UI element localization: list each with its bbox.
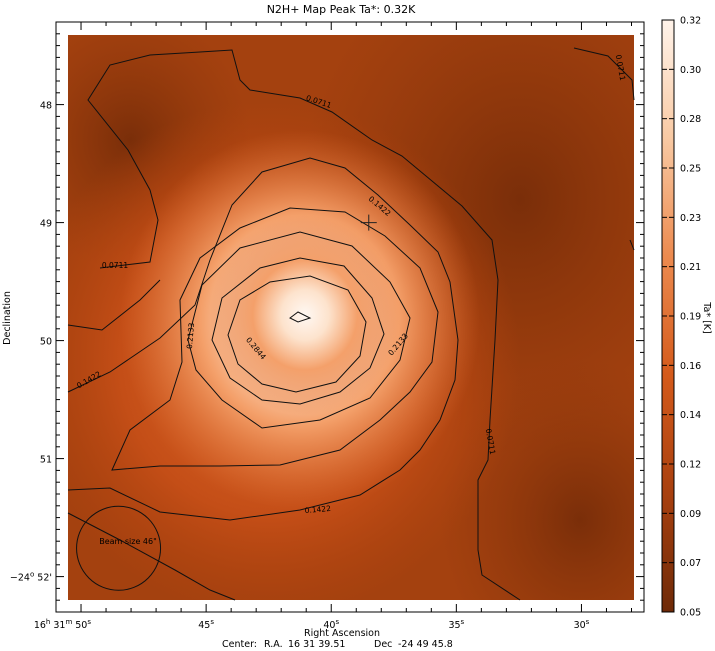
ra-seconds: 35 [448,620,460,631]
y-tick-label: 50 [40,337,52,348]
contour-0.0711-e [629,239,635,251]
contours [67,47,635,601]
x-tick-label: 45s [198,618,214,631]
ra-minutes-unit: m [65,618,72,626]
dec-arcmin: 52' [34,573,52,584]
y-axis-title: Declination [2,291,13,345]
contour-0.1422 [67,157,459,521]
center-marker [360,214,377,231]
x-axis-title: Right Ascension [304,628,380,639]
caption-dec-label: Dec [374,639,392,650]
colorbar-tick-label: 0.14 [680,410,701,421]
x-tick-label: 35s [448,618,464,631]
colorbar-tick-label: 0.09 [680,509,701,520]
contour-label: 0.0711 [102,261,128,270]
beam-label: Beam size 46" [99,537,157,546]
contour-label: 0.2133 [185,322,196,349]
ra-seconds: 50 [75,620,87,631]
colorbar-tick-label: 0.19 [680,312,701,323]
x-tick-label: 30s [574,618,590,631]
contour-0.0711-s [67,512,236,601]
colorbar-tick-label: 0.05 [680,608,701,619]
contour-ring-3 [187,231,411,429]
ra-seconds-unit: s [461,618,465,626]
contour-0.2133 [111,207,439,471]
ra-seconds: 40 [323,620,335,631]
x-axis: 16h 31m 50s 45s 40s 35s 30s [34,22,632,631]
contour-label: 0.1422 [304,504,331,515]
colorbar-tick-label: 0.25 [680,164,701,175]
y-tick-label: 51 [40,455,52,466]
dec-degrees: −24 [10,573,30,584]
colorbar-ticks: 0.32 0.30 0.28 0.25 0.23 0.21 0.19 0.16 0.14 0.12… [662,16,701,619]
y-tick-label: −24o 52' [10,571,52,584]
colorbar-tick-label: 0.16 [680,361,701,372]
colorbar-tick-label: 0.23 [680,213,701,224]
center-caption: Center: R.A. 16 31 39.51 Dec -24 49 45.8 [222,639,453,650]
dec-degree-symbol: o [30,571,34,579]
ra-seconds-unit: s [87,618,91,626]
heatmap-image [68,35,634,600]
y-axis: 48 49 50 51 −24o 52' [10,33,644,601]
colorbar-tick-label: 0.28 [680,114,701,125]
contour-0.2844 [227,275,367,393]
colorbar-tick-label: 0.12 [680,460,701,471]
y-tick-label: 48 [40,101,52,112]
ra-seconds: 45 [198,620,210,631]
ra-seconds: 30 [574,620,586,631]
caption-ra-label: R.A. [264,639,283,650]
contour-0.0711-nw [87,49,521,601]
colorbar-tick-label: 0.30 [680,65,701,76]
colorbar-tick-label: 0.07 [680,558,701,569]
contour-peak [289,311,312,323]
ra-seconds-unit: s [586,618,590,626]
ra-hours-unit: h [46,618,50,626]
colorbar-tick-label: 0.32 [680,16,701,27]
ra-seconds-unit: s [210,618,214,626]
colorbar-tick-label: 0.21 [680,262,701,273]
x-tick-label: 40s [323,618,339,631]
contour-0.0711-sw [67,279,161,331]
ra-hours: 16 [34,620,46,631]
caption-ra-value: 16 31 39.51 [288,639,345,650]
beam-circle [76,505,162,591]
x-tick-label: 16h 31m 50s [34,618,92,631]
chart-title: N2H+ Map Peak Ta*: 0.32K [267,3,416,16]
caption-center-label: Center: [222,639,257,650]
caption-dec-value: -24 49 45.8 [398,639,453,650]
contour-0.0711-ne [573,47,635,101]
colorbar-label: Ta* [K] [701,301,712,333]
y-tick-label: 49 [40,219,52,230]
ra-minutes: 31 [53,620,65,631]
ra-seconds-unit: s [335,618,339,626]
contour-ring-4 [211,257,385,405]
